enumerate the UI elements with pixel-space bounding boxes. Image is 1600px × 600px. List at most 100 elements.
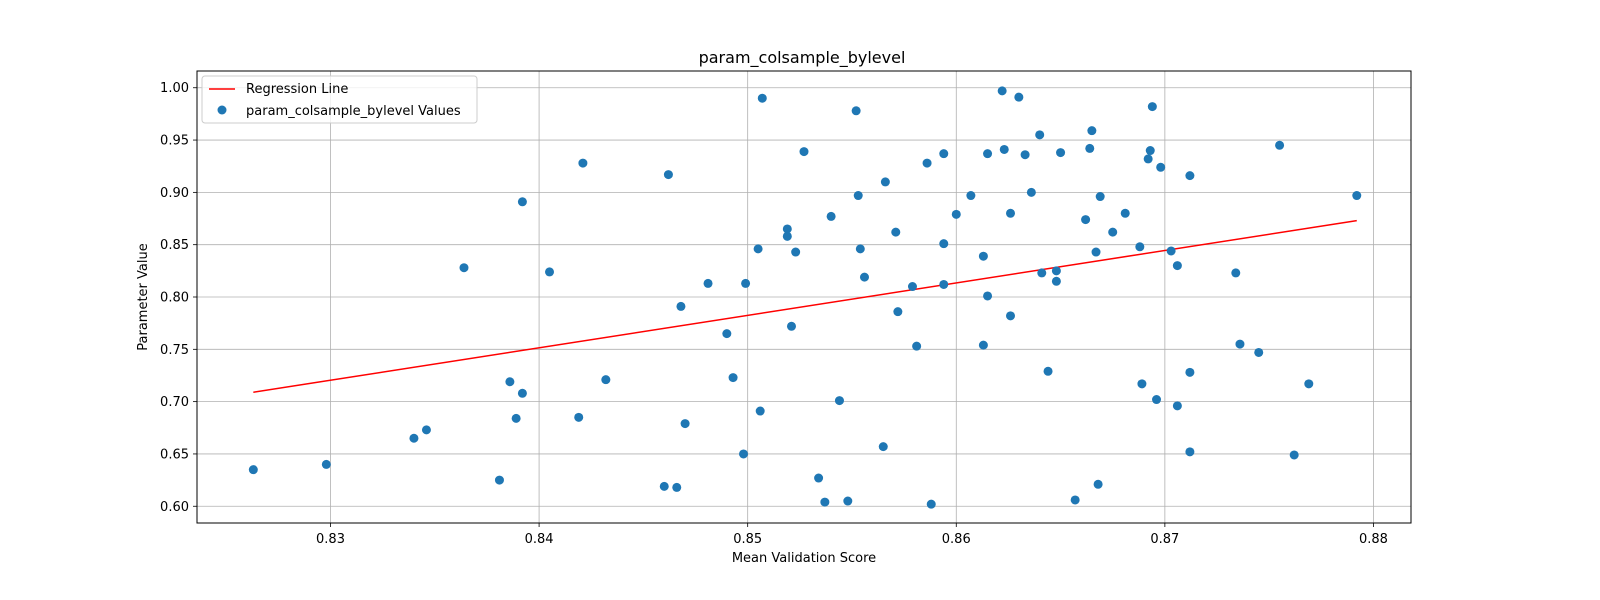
legend-marker-swatch xyxy=(217,105,227,115)
data-point xyxy=(409,433,419,443)
data-point xyxy=(997,86,1007,96)
data-point xyxy=(545,267,555,277)
data-point xyxy=(1035,130,1045,140)
data-point xyxy=(1289,450,1299,460)
data-point xyxy=(1304,379,1314,389)
grid-lines xyxy=(197,71,1411,523)
data-point xyxy=(1006,311,1016,321)
data-point xyxy=(912,341,922,351)
data-point xyxy=(1014,92,1024,102)
data-point xyxy=(939,239,949,249)
data-point xyxy=(966,191,976,201)
data-point xyxy=(907,282,917,292)
x-tick-label: 0.88 xyxy=(1359,532,1388,547)
data-point xyxy=(755,406,765,416)
data-point xyxy=(939,149,949,159)
data-point xyxy=(978,251,988,261)
data-point xyxy=(321,459,331,469)
data-point xyxy=(1254,347,1264,357)
data-point xyxy=(1087,126,1097,136)
data-point xyxy=(1166,246,1176,256)
data-point xyxy=(511,413,521,423)
data-point xyxy=(859,272,869,282)
data-point xyxy=(574,412,584,422)
data-point xyxy=(1172,261,1182,271)
data-point xyxy=(1185,367,1195,377)
data-point xyxy=(1051,266,1061,276)
data-point xyxy=(853,191,863,201)
data-point xyxy=(672,482,682,492)
y-tick-label: 0.75 xyxy=(160,343,189,358)
y-tick-label: 0.70 xyxy=(160,395,189,410)
data-point xyxy=(1185,447,1195,457)
data-point xyxy=(782,224,792,234)
data-point xyxy=(1152,395,1162,405)
data-point xyxy=(1026,187,1036,197)
x-tick-label: 0.86 xyxy=(942,532,971,547)
y-tick-label: 0.80 xyxy=(160,291,189,306)
data-point xyxy=(1051,276,1061,286)
data-point xyxy=(676,301,686,311)
data-point xyxy=(939,279,949,289)
data-point xyxy=(757,93,767,103)
data-point xyxy=(855,244,865,254)
data-point xyxy=(1145,146,1155,156)
data-point xyxy=(741,278,751,288)
data-point xyxy=(663,170,673,180)
data-point xyxy=(791,247,801,257)
legend-label-regression: Regression Line xyxy=(246,82,348,97)
x-tick-label: 0.83 xyxy=(316,532,345,547)
data-point xyxy=(814,473,824,483)
data-point xyxy=(703,278,713,288)
y-tick-label: 0.60 xyxy=(160,500,189,515)
data-point xyxy=(983,291,993,301)
plot-frame xyxy=(196,70,1412,524)
data-point xyxy=(1137,379,1147,389)
data-point xyxy=(851,106,861,116)
data-point xyxy=(1275,140,1285,150)
y-tick-label: 0.65 xyxy=(160,447,189,462)
data-point xyxy=(820,497,830,507)
y-tick-label: 0.90 xyxy=(160,186,189,201)
data-point xyxy=(1143,154,1153,164)
data-point xyxy=(722,329,732,339)
data-point xyxy=(1095,192,1105,202)
x-tick-label: 0.84 xyxy=(525,532,554,547)
y-tick-label: 0.95 xyxy=(160,134,189,149)
data-point xyxy=(786,321,796,331)
data-point xyxy=(1135,242,1145,252)
data-point xyxy=(1081,215,1091,225)
data-point xyxy=(1043,366,1053,376)
data-point xyxy=(1108,227,1118,237)
data-point xyxy=(753,244,763,254)
data-point xyxy=(893,307,903,317)
data-point xyxy=(1093,479,1103,489)
y-tick-label: 0.85 xyxy=(160,238,189,253)
data-point xyxy=(248,465,258,475)
data-point xyxy=(1352,191,1362,201)
data-point xyxy=(1070,495,1080,505)
y-axis-label: Parameter Value xyxy=(136,243,151,350)
data-point xyxy=(826,211,836,221)
x-tick-label: 0.85 xyxy=(733,532,762,547)
data-point xyxy=(1085,143,1095,153)
data-point xyxy=(922,158,932,168)
data-point xyxy=(983,149,993,159)
data-point xyxy=(999,144,1009,154)
data-point xyxy=(1120,208,1130,218)
data-point xyxy=(1185,171,1195,181)
data-point xyxy=(421,425,431,435)
data-point xyxy=(680,419,690,429)
data-point xyxy=(1147,102,1157,112)
data-point xyxy=(494,475,504,485)
data-point xyxy=(1091,247,1101,257)
data-point xyxy=(926,499,936,509)
data-point xyxy=(978,340,988,350)
data-point xyxy=(880,177,890,187)
legend-label-values: param_colsample_bylevel Values xyxy=(246,104,461,119)
data-point xyxy=(1235,339,1245,349)
data-point xyxy=(578,158,588,168)
data-point xyxy=(799,147,809,157)
data-point xyxy=(459,263,469,273)
